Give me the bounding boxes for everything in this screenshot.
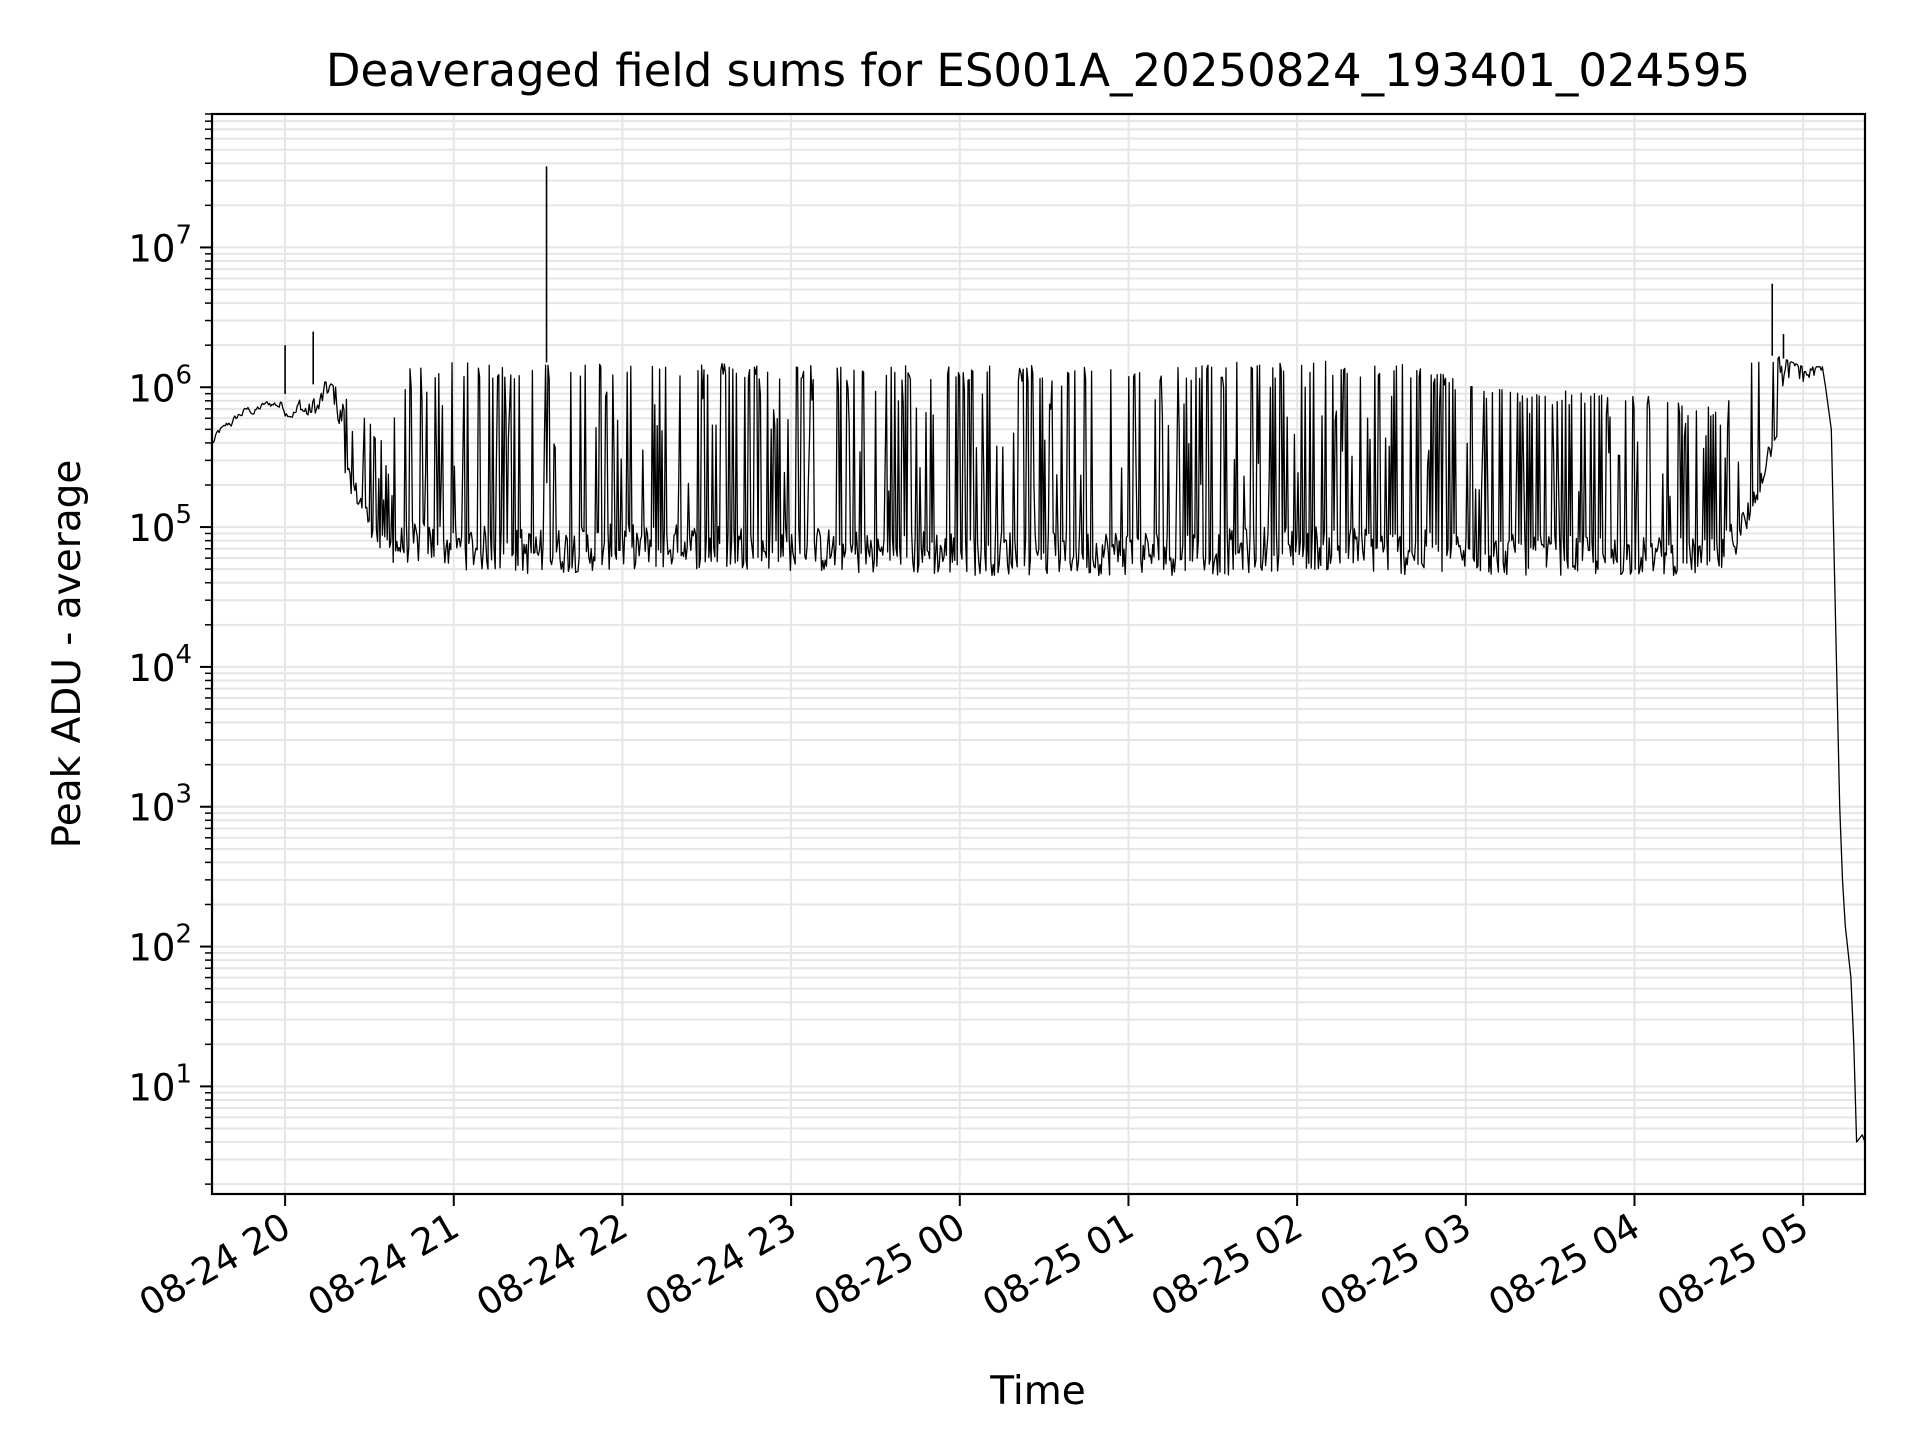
y-tick-label: 105 [128,500,192,550]
series-layer [211,166,1866,1143]
y-tick-label: 107 [128,220,192,270]
y-tick-label: 101 [128,1059,192,1109]
chart-title: Deaveraged field sums for ES001A_2025082… [326,44,1750,97]
y-axis: 101 102 103 104 105 106 107 [128,113,212,1185]
y-tick-label: 103 [128,780,192,830]
grid [212,113,1865,1194]
y-tick-label: 104 [128,640,192,690]
plot-frame [210,112,1867,1196]
series-line [211,356,1866,1143]
y-tick-label: 102 [128,920,192,970]
y-tick-label: 106 [128,360,192,410]
y-axis-label: Peak ADU - average [45,460,90,849]
x-axis-label: Time [989,1369,1085,1414]
